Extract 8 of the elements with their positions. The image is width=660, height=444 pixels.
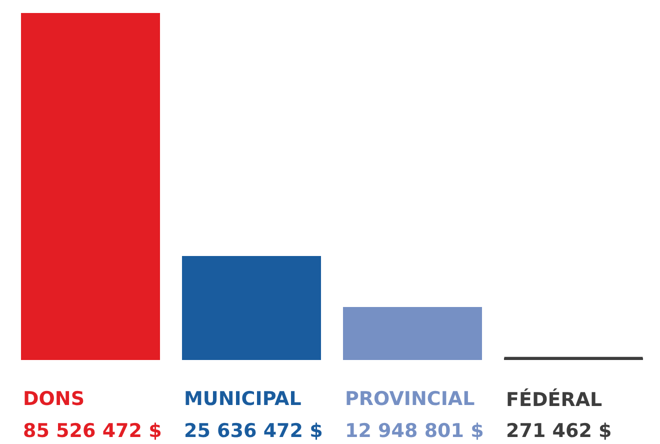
- data-label: 12 948 801 $: [345, 420, 484, 442]
- x-tick-label: MUNICIPAL: [184, 388, 302, 410]
- data-label: 25 636 472 $: [184, 420, 323, 442]
- x-tick-label: FÉDÉRAL: [506, 388, 602, 411]
- x-tick-label: DONS: [23, 388, 85, 410]
- data-label: 85 526 472 $: [23, 420, 162, 442]
- x-tick-label: PROVINCIAL: [345, 388, 475, 410]
- data-label: 271 462 $: [506, 420, 612, 442]
